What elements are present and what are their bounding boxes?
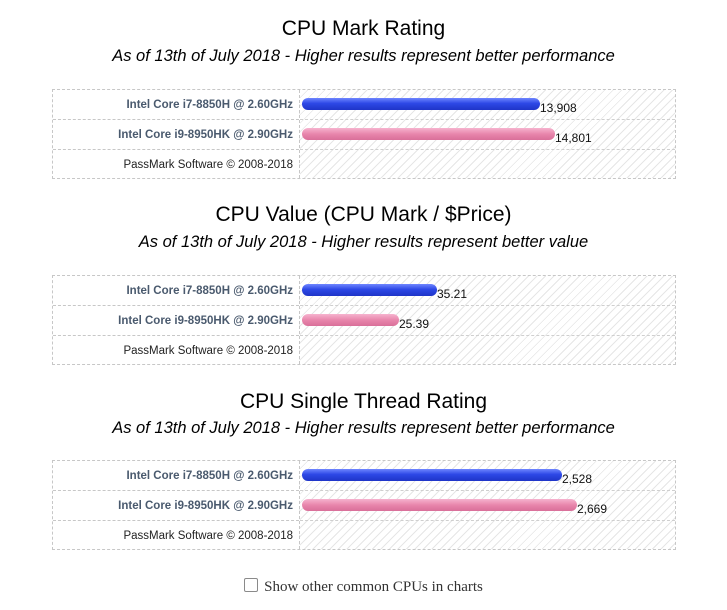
bar[interactable] (302, 314, 399, 326)
show-other-cpus-label: Show other common CPUs in charts (264, 579, 483, 595)
plot-area: 35.21 25.39 (299, 276, 675, 364)
plot-area: 13,908 14,801 (299, 90, 675, 178)
row-separator (300, 119, 675, 120)
chart-subtitle: As of 13th of July 2018 - Higher results… (112, 47, 615, 65)
data-label: 35.21 (437, 287, 468, 301)
bar[interactable] (302, 284, 437, 296)
show-other-cpus-checkbox[interactable] (244, 578, 259, 592)
row-separator (300, 305, 675, 306)
data-label: 25.39 (399, 317, 430, 331)
data-label: 14,801 (555, 131, 592, 145)
row-separator (300, 490, 675, 491)
category-labels: Intel Core i7-8850H @ 2.60GHz Intel Core … (53, 90, 299, 178)
row-separator (300, 520, 675, 521)
show-other-cpus-toggle[interactable]: Show other common CPUs in charts (0, 578, 727, 596)
chart-title: CPU Value (CPU Mark / $Price) (215, 203, 512, 226)
bar[interactable] (302, 499, 577, 511)
category-label[interactable]: Intel Core i7-8850H @ 2.60GHz (53, 276, 299, 306)
plot-area: 2,528 2,669 (299, 461, 675, 549)
chart-title: CPU Mark Rating (281, 17, 446, 40)
row-separator (300, 149, 675, 150)
category-labels: Intel Core i7-8850H @ 2.60GHz Intel Core … (53, 461, 299, 549)
data-label: 13,908 (540, 101, 577, 115)
category-label[interactable]: Intel Core i9-8950HK @ 2.90GHz (53, 120, 299, 150)
category-labels: Intel Core i7-8850H @ 2.60GHz Intel Core … (53, 276, 299, 364)
copyright-label: PassMark Software © 2008-2018 (123, 530, 293, 542)
data-label: 2,528 (562, 472, 593, 486)
chart-title: CPU Single Thread Rating (239, 390, 488, 413)
chart-panel: Intel Core i7-8850H @ 2.60GHz Intel Core … (52, 275, 676, 365)
data-label: 2,669 (577, 502, 608, 516)
chart-subtitle: As of 13th of July 2018 - Higher results… (138, 233, 589, 251)
category-label[interactable]: Intel Core i7-8850H @ 2.60GHz (53, 461, 299, 491)
row-separator (300, 335, 675, 336)
chart-panel: Intel Core i7-8850H @ 2.60GHz Intel Core … (52, 89, 676, 179)
category-label[interactable]: Intel Core i9-8950HK @ 2.90GHz (53, 491, 299, 521)
copyright-label: PassMark Software © 2008-2018 (123, 159, 293, 171)
bar[interactable] (302, 98, 540, 110)
copyright-label: PassMark Software © 2008-2018 (123, 345, 293, 357)
bar[interactable] (302, 128, 555, 140)
chart-subtitle: As of 13th of July 2018 - Higher results… (112, 419, 615, 437)
bar[interactable] (302, 469, 562, 481)
chart-panel: Intel Core i7-8850H @ 2.60GHz Intel Core … (52, 460, 676, 550)
category-label[interactable]: Intel Core i7-8850H @ 2.60GHz (53, 90, 299, 120)
category-label[interactable]: Intel Core i9-8950HK @ 2.90GHz (53, 306, 299, 336)
